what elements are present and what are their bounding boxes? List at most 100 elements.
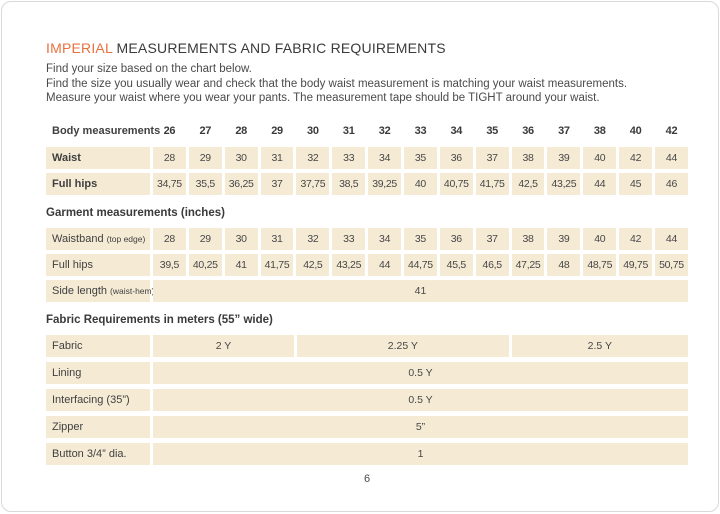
body-table-header-row: Body measurements 26 27 28 29 30 31 32 33 34 35 36…: [46, 123, 688, 139]
size-header-cell: 27: [199, 124, 212, 137]
zipper-row: Zipper 5”: [46, 415, 688, 438]
waist-value-cell: 31: [260, 146, 294, 169]
body-hips-value-cell: 35,5: [188, 172, 222, 195]
side-length-row: Side length (waist-hem) 41: [46, 279, 688, 302]
waist-value-cell: 38: [511, 146, 545, 169]
size-header-cell: 32: [378, 124, 391, 137]
body-hips-value-cell: 40: [404, 172, 437, 195]
fabric-row: Fabric 2 Y 2.25 Y 2.5 Y: [46, 334, 688, 357]
garment-hips-value-cell: 41,75: [260, 253, 294, 276]
side-length-label-text: Side length: [52, 284, 108, 297]
garment-hips-value-cell: 47,25: [511, 253, 545, 276]
fabric-requirements-table: Fabric 2 Y 2.25 Y 2.5 Y Lining 0.5 Y Int…: [46, 334, 688, 465]
lining-row-label: Lining: [46, 361, 150, 384]
waist-row-label-text: Waist: [52, 151, 81, 164]
title-rest: MEASUREMENTS AND FABRIC REQUIREMENTS: [116, 40, 446, 56]
fabric-yardage-cell-1: 2 Y: [153, 334, 295, 357]
body-hips-value-cell: 38,5: [332, 172, 366, 195]
garment-hips-value-cell: 40,25: [188, 253, 222, 276]
waist-value-cell: 39: [547, 146, 581, 169]
intro-line-1: Find your size based on the chart below.: [46, 63, 252, 75]
waist-value-cell: 33: [332, 146, 366, 169]
waistband-value-cell: 28: [153, 227, 186, 250]
waistband-label-text: Waistband: [52, 232, 104, 245]
waist-value-cell: 35: [404, 146, 437, 169]
waistband-value-cell: 31: [260, 227, 294, 250]
waistband-value-cell: 36: [439, 227, 473, 250]
size-header-cell: 31: [342, 124, 355, 137]
body-full-hips-row: Full hips 34,75 35,5 36,25 37 37,75 38,5 39,25…: [46, 172, 688, 195]
garment-hips-value-cell: 44,75: [404, 253, 437, 276]
body-hips-value-cell: 37,75: [296, 172, 330, 195]
body-hips-value-cell: 37: [260, 172, 294, 195]
lining-value: 0.5 Y: [153, 361, 688, 384]
size-header-cell: 35: [486, 124, 498, 137]
waist-value-cell: 34: [368, 146, 402, 169]
garment-hips-value-cell: 50,75: [655, 253, 688, 276]
body-full-hips-label-text: Full hips: [52, 177, 98, 190]
waist-value-cell: 32: [296, 146, 330, 169]
waistband-value-cell: 38: [511, 227, 545, 250]
fabric-yardage-cell-2: 2.25 Y: [297, 334, 509, 357]
page-title: IMPERIAL MEASUREMENTS AND FABRIC REQUIRE…: [46, 40, 688, 56]
size-header-cell: 28: [235, 124, 247, 137]
waistband-value-cell: 32: [296, 227, 330, 250]
body-hips-value-cell: 46: [655, 172, 688, 195]
garment-hips-value-cell: 46,5: [475, 253, 509, 276]
title-highlight: IMPERIAL: [46, 40, 113, 56]
waist-value-cell: 28: [153, 146, 186, 169]
waist-row-cells: 28 29 30 31 32 33 34 35 36 37 38 39 40 42 44: [153, 146, 688, 169]
waistband-value-cell: 29: [188, 227, 222, 250]
zipper-value: 5”: [153, 415, 688, 438]
size-header-cell: 29: [271, 124, 283, 137]
zipper-row-label: Zipper: [46, 415, 150, 438]
body-full-hips-cells: 34,75 35,5 36,25 37 37,75 38,5 39,25 40 40,75 41,…: [153, 172, 688, 195]
waist-value-cell: 37: [475, 146, 509, 169]
size-header-cell: 30: [307, 124, 319, 137]
body-hips-value-cell: 41,75: [475, 172, 509, 195]
garment-full-hips-label: Full hips: [46, 253, 150, 276]
garment-section-heading: Garment measurements (inches): [46, 206, 225, 219]
body-hips-value-cell: 34,75: [153, 172, 186, 195]
size-header-cell: 26: [163, 124, 176, 137]
garment-hips-value-cell: 44: [368, 253, 402, 276]
size-header-cell: 42: [665, 124, 678, 137]
waistband-row-cells: 28 29 30 31 32 33 34 35 36 37 38 39 40 42 44: [153, 227, 688, 250]
waistband-row-label: Waistband (top edge): [46, 227, 150, 250]
size-header-cell: 38: [593, 124, 606, 137]
garment-hips-value-cell: 43,25: [332, 253, 366, 276]
body-full-hips-label: Full hips: [46, 172, 150, 195]
button-row: Button 3/4” dia. 1: [46, 442, 688, 465]
button-value: 1: [153, 442, 688, 465]
garment-full-hips-row: Full hips 39,5 40,25 41 41,75 42,5 43,25 44 44,…: [46, 253, 688, 276]
interfacing-row-label: Interfacing (35”): [46, 388, 150, 411]
waist-row-label: Waist: [46, 146, 150, 169]
waistband-value-cell: 35: [404, 227, 437, 250]
garment-hips-value-cell: 45,5: [439, 253, 473, 276]
waistband-value-cell: 33: [332, 227, 366, 250]
waist-row: Waist 28 29 30 31 32 33 34 35 36 37 38 39 40 42 44: [46, 146, 688, 169]
waistband-label-small: (top edge): [106, 233, 146, 244]
intro-line-2: Find the size you usually wear and check…: [46, 77, 628, 90]
interfacing-value: 0.5 Y: [153, 388, 688, 411]
body-hips-value-cell: 45: [619, 172, 653, 195]
garment-full-hips-cells: 39,5 40,25 41 41,75 42,5 43,25 44 44,75 45,5 46,5…: [153, 253, 688, 276]
intro-line-3: Measure your waist where you wear your p…: [46, 92, 600, 104]
waistband-value-cell: 39: [547, 227, 581, 250]
size-header-cells: 26 27 28 29 30 31 32 33 34 35 36 37 38 40 42: [153, 125, 688, 137]
body-measurements-table: Body measurements 26 27 28 29 30 31 32 33 34 35 36…: [46, 123, 688, 195]
side-length-value: 41: [153, 279, 688, 302]
body-hips-value-cell: 36,25: [224, 172, 258, 195]
size-header-cell: 33: [414, 124, 427, 137]
garment-hips-value-cell: 48,75: [583, 253, 617, 276]
garment-hips-value-cell: 41: [224, 253, 258, 276]
body-hips-value-cell: 43,25: [547, 172, 581, 195]
waist-value-cell: 42: [619, 146, 653, 169]
lining-row: Lining 0.5 Y: [46, 361, 688, 384]
garment-hips-value-cell: 48: [547, 253, 581, 276]
garment-hips-value-cell: 49,75: [619, 253, 653, 276]
page-number: 6: [363, 472, 371, 485]
body-hips-value-cell: 40,75: [439, 172, 473, 195]
button-row-label: Button 3/4” dia.: [46, 442, 150, 465]
